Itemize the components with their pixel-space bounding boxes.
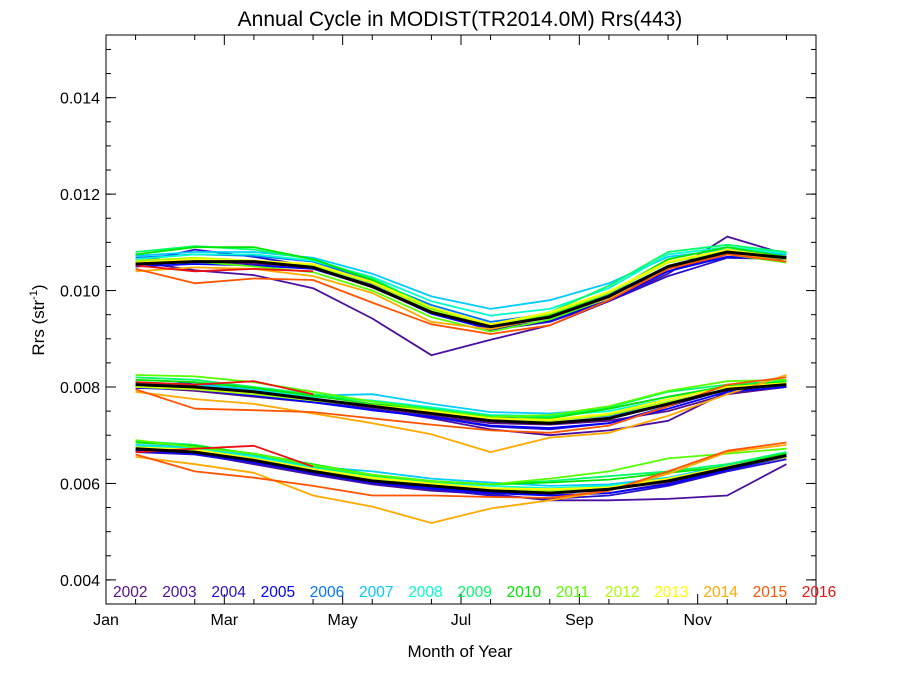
series-layer <box>135 235 787 524</box>
legend-item-2009: 2009 <box>457 584 491 601</box>
y-tick-label: 0.012 <box>60 187 100 204</box>
series-line-2007 <box>135 444 787 487</box>
series-line-2009 <box>135 376 787 418</box>
legend: 2002 2003 2004 2005 2006 2007 2008 2009 2010 2011… <box>113 584 836 601</box>
series-line-mean <box>135 383 787 425</box>
x-tick-label: Jan <box>93 612 119 629</box>
legend-item-2002: 2002 <box>113 584 147 601</box>
legend-item-2014: 2014 <box>703 584 738 601</box>
series-line-2003 <box>135 235 787 357</box>
legend-item-2015: 2015 <box>753 584 787 601</box>
y-tick-label: 0.004 <box>60 573 100 590</box>
legend-item-2004: 2004 <box>211 584 246 601</box>
series-line-2007 <box>135 248 787 310</box>
x-tick-label: Jul <box>451 612 471 629</box>
y-axis-label: Rrs (str-1) <box>28 284 48 355</box>
legend-item-2005: 2005 <box>261 584 295 601</box>
y-tick-label: 0.014 <box>60 91 100 108</box>
y-axis-label-main: Rrs (str <box>29 300 48 356</box>
series-group-3 <box>135 439 787 524</box>
series-line-2015 <box>135 441 787 499</box>
legend-item-2008: 2008 <box>408 584 442 601</box>
y-tick-label: 0.006 <box>60 476 100 493</box>
legend-item-2006: 2006 <box>310 584 344 601</box>
series-line-2015 <box>135 253 787 335</box>
series-group-2 <box>135 374 787 454</box>
series-line-mean <box>135 250 787 329</box>
plot-area: 0.004 0.006 0.008 0.010 0.012 0.014 Jan Mar May… <box>60 34 836 629</box>
series-group-1 <box>135 235 787 357</box>
chart-title: Annual Cycle in MODIST(TR2014.0M) Rrs(44… <box>238 8 683 31</box>
y-axis-label-superscript: -1 <box>28 290 40 300</box>
legend-item-2012: 2012 <box>605 584 639 601</box>
x-tick-label: May <box>328 612 358 629</box>
series-line-2008 <box>135 246 787 317</box>
series-line-2016 <box>135 380 314 396</box>
series-line-2004 <box>135 451 787 500</box>
y-axis-label-close: ) <box>29 284 48 290</box>
x-tick-label: Sep <box>565 612 594 629</box>
series-line-2013 <box>135 446 787 491</box>
legend-item-2010: 2010 <box>507 584 542 601</box>
series-line-mean <box>135 447 787 495</box>
x-tick-label: Nov <box>683 612 711 629</box>
series-line-2005 <box>135 386 787 429</box>
legend-item-2007: 2007 <box>359 584 393 601</box>
legend-item-2003: 2003 <box>162 584 196 601</box>
series-line-2011 <box>135 439 787 486</box>
y-tick-label: 0.008 <box>60 380 100 397</box>
legend-item-2016: 2016 <box>802 584 836 601</box>
series-line-2014 <box>135 444 787 524</box>
y-tick-label: 0.010 <box>60 284 100 301</box>
series-line-2002 <box>135 386 787 426</box>
y-axis-ticks: 0.004 0.006 0.008 0.010 0.012 0.014 <box>60 48 816 590</box>
plot-frame <box>105 34 817 605</box>
legend-item-2011: 2011 <box>556 584 589 601</box>
legend-item-2013: 2013 <box>654 584 688 601</box>
x-axis-label: Month of Year <box>408 642 513 661</box>
series-line-2014 <box>135 374 787 454</box>
x-axis-ticks: Jan Mar May Jul Sep Nov <box>93 35 787 629</box>
series-line-2016 <box>135 264 314 273</box>
x-tick-label: Mar <box>211 612 239 629</box>
